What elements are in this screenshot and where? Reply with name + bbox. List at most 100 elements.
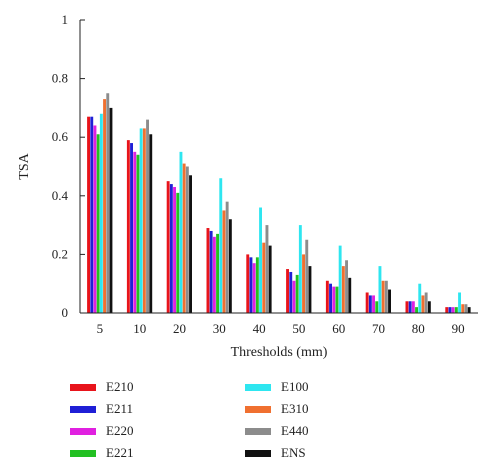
- bar-e100-10: [139, 128, 143, 313]
- axes-layer: 0 0.2 0.4 0.6 0.8 1 5 10 20 30 40 50 60 70 80 90: [52, 12, 478, 336]
- bar-e440-30: [225, 201, 229, 313]
- bar-e211-60: [329, 283, 332, 313]
- legend-swatch-e211: [70, 406, 96, 413]
- bar-e211-5: [90, 116, 94, 313]
- y-tick-label: 0: [62, 305, 69, 320]
- x-tick-label: 20: [173, 321, 186, 336]
- legend-label-e221: E221: [106, 445, 133, 460]
- bar-e310-10: [142, 128, 146, 313]
- bar-e221-5: [96, 134, 100, 313]
- bar-e310-20: [182, 163, 186, 313]
- bar-e221-40: [255, 257, 259, 313]
- bar-ens-5: [109, 107, 113, 314]
- bar-e211-90: [448, 307, 452, 313]
- bar-e310-80: [421, 295, 425, 313]
- bar-e221-90: [454, 307, 458, 313]
- legend-label-e440: E440: [281, 423, 308, 438]
- legend-label-e220: E220: [106, 423, 133, 438]
- bars-layer: [87, 93, 471, 314]
- bar-e100-90: [458, 292, 461, 313]
- bar-e220-80: [411, 301, 415, 313]
- legend-swatch-e310: [245, 406, 271, 413]
- bar-e310-5: [103, 99, 106, 313]
- bar-e211-50: [289, 271, 293, 313]
- y-tick-label: 0.2: [52, 246, 68, 261]
- bar-e220-20: [173, 187, 176, 313]
- bar-e210-30: [206, 228, 210, 313]
- x-tick-label: 10: [133, 321, 146, 336]
- bar-ens-60: [348, 277, 352, 313]
- bar-e440-90: [464, 304, 468, 313]
- y-axis-label: TSA: [17, 152, 32, 179]
- bar-e310-60: [341, 266, 345, 313]
- bar-e440-70: [384, 280, 388, 313]
- legend-swatch-e221: [70, 450, 96, 457]
- bar-e221-60: [335, 286, 339, 313]
- bar-e220-5: [93, 125, 97, 313]
- bar-e211-20: [169, 184, 173, 313]
- bar-e210-70: [365, 292, 369, 313]
- x-tick-label: 80: [412, 321, 425, 336]
- bar-ens-90: [467, 307, 471, 313]
- bar-e310-30: [222, 210, 226, 313]
- bar-e220-70: [372, 295, 375, 313]
- legend-swatch-e210: [70, 384, 96, 391]
- x-tick-label: 30: [213, 321, 226, 336]
- y-tick-label: 0.6: [52, 129, 69, 144]
- x-tick-label: 50: [292, 321, 305, 336]
- bar-e211-10: [130, 143, 133, 313]
- bar-ens-40: [268, 245, 272, 313]
- bar-e440-50: [305, 239, 309, 313]
- bar-e221-20: [176, 192, 180, 313]
- bar-e210-80: [405, 301, 409, 313]
- bar-e221-30: [216, 233, 219, 313]
- bar-e211-80: [408, 301, 412, 313]
- bar-e211-30: [209, 230, 213, 313]
- bar-e100-50: [298, 225, 302, 313]
- legend-swatch-e440: [245, 428, 271, 435]
- legend: E210 E211 E220 E221 E100 E310 E440 ENS: [70, 379, 308, 460]
- bar-e210-20: [166, 181, 170, 313]
- bar-e440-10: [146, 119, 149, 314]
- bar-e310-90: [461, 304, 465, 313]
- y-tick-label: 0.8: [52, 71, 68, 86]
- legend-label-ens: ENS: [281, 445, 306, 460]
- legend-label-e310: E310: [281, 401, 308, 416]
- bar-e211-70: [368, 295, 372, 313]
- bar-e440-60: [345, 260, 348, 313]
- x-tick-label: 70: [372, 321, 385, 336]
- bar-ens-50: [308, 266, 312, 313]
- legend-label-e211: E211: [106, 401, 133, 416]
- bar-e440-80: [424, 292, 428, 313]
- legend-swatch-e100: [245, 384, 271, 391]
- bar-e210-50: [286, 269, 289, 313]
- legend-label-e210: E210: [106, 379, 133, 394]
- bar-e221-80: [415, 307, 418, 313]
- bar-e100-60: [338, 245, 342, 313]
- bar-e100-20: [179, 151, 183, 313]
- x-tick-label: 60: [332, 321, 345, 336]
- bar-e221-70: [375, 301, 379, 313]
- x-tick-label: 90: [452, 321, 465, 336]
- bar-e210-90: [445, 307, 449, 313]
- y-tick-label: 0.4: [52, 188, 69, 203]
- bar-e220-30: [212, 236, 216, 313]
- bar-e210-5: [87, 116, 90, 313]
- bar-e100-70: [378, 266, 382, 313]
- bar-e210-10: [126, 140, 130, 313]
- bar-ens-30: [228, 219, 232, 313]
- bar-e440-20: [185, 166, 189, 313]
- bar-e100-40: [259, 207, 262, 313]
- bar-e221-50: [295, 274, 299, 313]
- bar-ens-20: [189, 175, 192, 313]
- bar-e440-40: [265, 225, 269, 313]
- bar-e210-40: [246, 254, 250, 313]
- bar-e220-50: [292, 280, 296, 313]
- legend-swatch-ens: [245, 450, 271, 457]
- bar-ens-80: [427, 301, 431, 313]
- bar-e221-10: [136, 154, 140, 313]
- bar-e100-5: [99, 113, 103, 313]
- bar-ens-10: [149, 134, 153, 313]
- bar-ens-70: [388, 289, 391, 313]
